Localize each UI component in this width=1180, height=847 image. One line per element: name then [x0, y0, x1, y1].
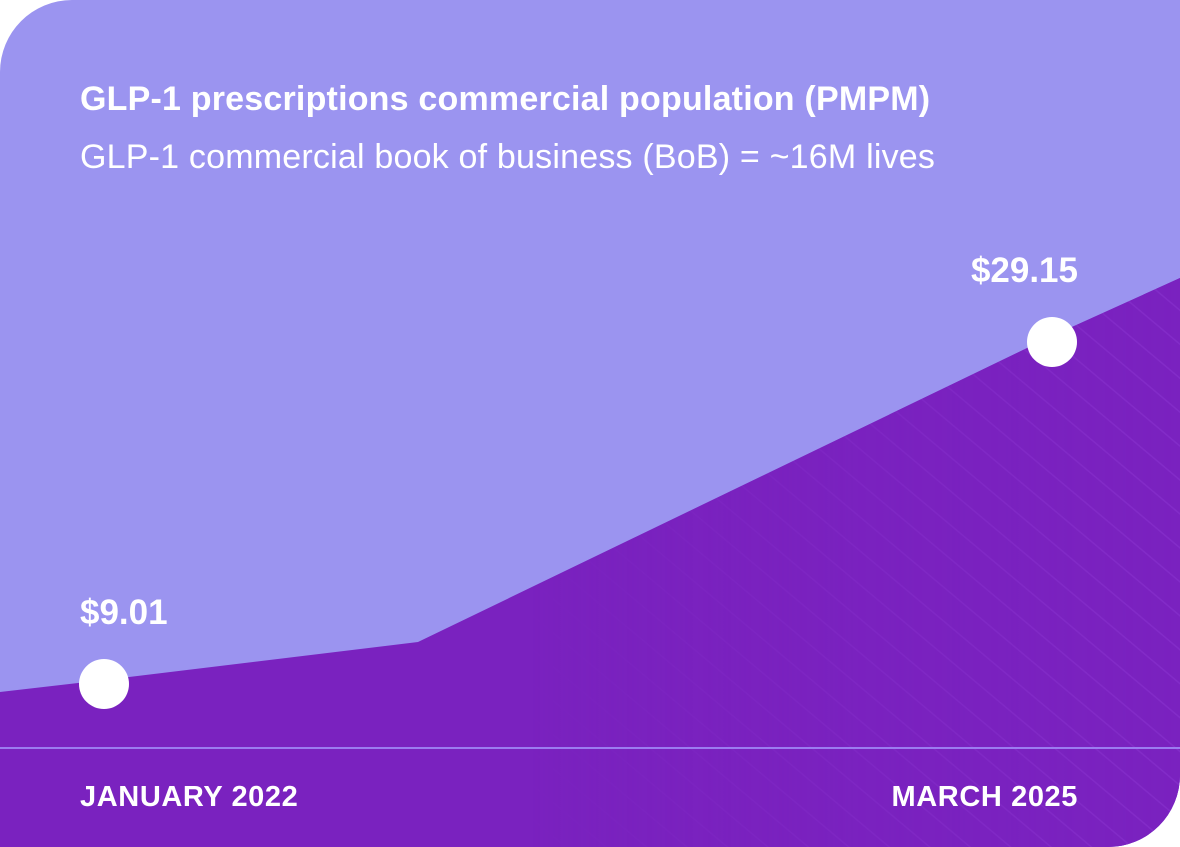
- data-point-label: $29.15: [971, 251, 1078, 290]
- data-point-marker: [1027, 317, 1077, 367]
- data-point-marker: [79, 659, 129, 709]
- data-point-label: $9.01: [80, 593, 168, 632]
- x-tick-label-end: MARCH 2025: [891, 781, 1078, 813]
- chart-title: GLP-1 prescriptions commercial populatio…: [80, 80, 931, 118]
- area-texture: [0, 278, 1180, 847]
- chart-subtitle: GLP-1 commercial book of business (BoB) …: [80, 138, 936, 176]
- x-tick-label-start: JANUARY 2022: [80, 781, 299, 813]
- data-points: $9.01 $29.15: [79, 251, 1078, 709]
